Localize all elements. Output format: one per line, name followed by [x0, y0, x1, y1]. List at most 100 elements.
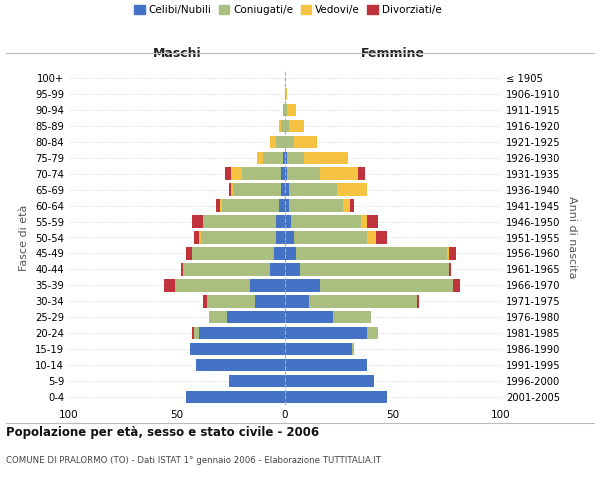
- Bar: [192, 216, 203, 228]
- Bar: [285, 391, 386, 403]
- Bar: [277, 216, 285, 228]
- Bar: [185, 391, 285, 403]
- Bar: [250, 279, 285, 291]
- Bar: [255, 295, 285, 308]
- Bar: [358, 168, 365, 180]
- Bar: [257, 152, 263, 164]
- Text: COMUNE DI PRALORMO (TO) - Dati ISTAT 1° gennaio 2006 - Elaborazione TUTTITALIA.I: COMUNE DI PRALORMO (TO) - Dati ISTAT 1° …: [6, 456, 381, 465]
- Bar: [285, 216, 292, 228]
- Bar: [285, 327, 367, 340]
- Bar: [285, 343, 352, 355]
- Bar: [285, 88, 287, 100]
- Bar: [304, 152, 347, 164]
- Bar: [449, 247, 455, 260]
- Bar: [203, 295, 207, 308]
- Bar: [192, 247, 274, 260]
- Bar: [287, 152, 304, 164]
- Bar: [285, 152, 287, 164]
- Bar: [352, 343, 354, 355]
- Bar: [274, 247, 285, 260]
- Bar: [285, 311, 332, 324]
- Bar: [270, 263, 285, 276]
- Legend: Celibi/Nubili, Coniugati/e, Vedovi/e, Divorziati/e: Celibi/Nubili, Coniugati/e, Vedovi/e, Di…: [134, 5, 442, 15]
- Bar: [281, 120, 285, 132]
- Bar: [285, 120, 289, 132]
- Bar: [192, 327, 194, 340]
- Text: Maschi: Maschi: [152, 48, 202, 60]
- Bar: [350, 200, 354, 212]
- Y-axis label: Anni di nascita: Anni di nascita: [567, 196, 577, 279]
- Bar: [233, 184, 281, 196]
- Bar: [281, 184, 285, 196]
- Bar: [277, 232, 285, 243]
- Bar: [293, 136, 317, 148]
- Bar: [285, 295, 309, 308]
- Bar: [199, 232, 201, 243]
- Bar: [283, 152, 285, 164]
- Bar: [361, 216, 367, 228]
- Bar: [289, 200, 343, 212]
- Bar: [207, 295, 255, 308]
- Bar: [184, 263, 270, 276]
- Bar: [270, 136, 277, 148]
- Bar: [223, 200, 278, 212]
- Bar: [287, 104, 296, 116]
- Bar: [417, 295, 419, 308]
- Bar: [332, 311, 371, 324]
- Bar: [367, 216, 378, 228]
- Bar: [289, 184, 337, 196]
- Bar: [283, 104, 285, 116]
- Bar: [454, 279, 460, 291]
- Bar: [185, 247, 192, 260]
- Bar: [285, 184, 289, 196]
- Bar: [203, 216, 277, 228]
- Bar: [287, 168, 320, 180]
- Bar: [296, 247, 447, 260]
- Bar: [194, 232, 199, 243]
- Bar: [449, 263, 451, 276]
- Bar: [224, 168, 231, 180]
- Bar: [227, 311, 285, 324]
- Bar: [199, 327, 285, 340]
- Bar: [285, 200, 289, 212]
- Bar: [285, 263, 300, 276]
- Bar: [293, 232, 367, 243]
- Bar: [201, 232, 277, 243]
- Bar: [175, 279, 250, 291]
- Bar: [367, 232, 376, 243]
- Bar: [447, 247, 449, 260]
- Bar: [263, 152, 283, 164]
- Bar: [209, 311, 227, 324]
- Bar: [343, 200, 350, 212]
- Bar: [277, 136, 285, 148]
- Bar: [231, 184, 233, 196]
- Bar: [181, 263, 184, 276]
- Bar: [292, 216, 361, 228]
- Bar: [164, 279, 175, 291]
- Bar: [285, 247, 296, 260]
- Bar: [220, 200, 223, 212]
- Bar: [285, 279, 320, 291]
- Bar: [285, 359, 367, 372]
- Bar: [196, 359, 285, 372]
- Bar: [337, 184, 367, 196]
- Bar: [367, 327, 378, 340]
- Bar: [285, 375, 374, 388]
- Bar: [285, 232, 293, 243]
- Bar: [231, 168, 242, 180]
- Bar: [216, 200, 220, 212]
- Y-axis label: Fasce di età: Fasce di età: [19, 204, 29, 270]
- Bar: [300, 263, 449, 276]
- Bar: [376, 232, 386, 243]
- Bar: [285, 136, 293, 148]
- Bar: [320, 279, 454, 291]
- Bar: [285, 104, 287, 116]
- Bar: [190, 343, 285, 355]
- Bar: [278, 120, 281, 132]
- Bar: [309, 295, 417, 308]
- Bar: [289, 120, 304, 132]
- Bar: [242, 168, 281, 180]
- Bar: [229, 184, 231, 196]
- Bar: [320, 168, 358, 180]
- Bar: [285, 168, 287, 180]
